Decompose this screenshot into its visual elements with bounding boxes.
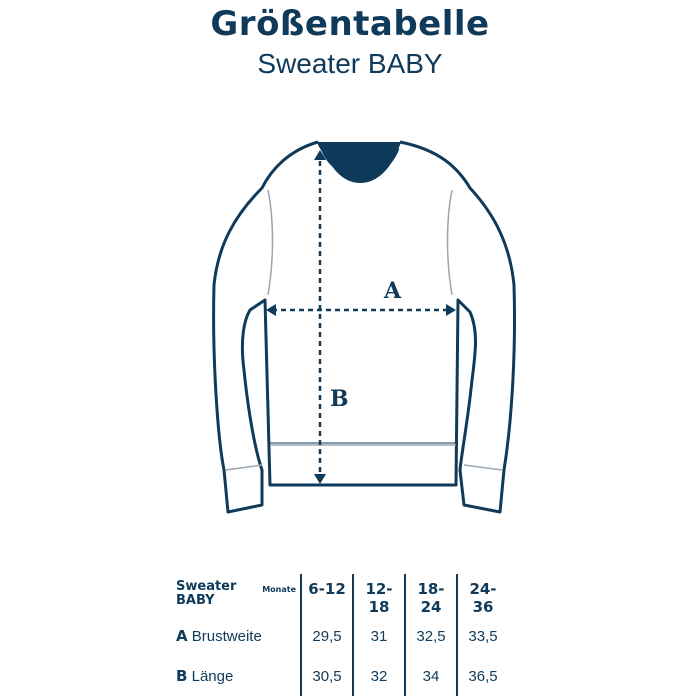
size-header: 24-36 [456, 574, 508, 616]
table-corner: Sweater BABY Monate [172, 574, 301, 616]
size-table: Sweater BABY Monate 6-12 12-18 18-24 24-3… [172, 574, 508, 696]
table-header-row: Sweater BABY Monate 6-12 12-18 18-24 24-3… [172, 574, 508, 616]
size-header: 12-18 [352, 574, 405, 616]
label-a: A [383, 278, 402, 304]
row-label-text: Brustweite [191, 628, 262, 645]
size-header: 6-12 [300, 574, 353, 616]
table-row: A Brustweite 29,5 31 32,5 33,5 [172, 616, 508, 656]
table-cell: 36,5 [456, 656, 508, 696]
row-label: A Brustweite [172, 616, 301, 656]
table-cell: 33,5 [456, 616, 508, 656]
unit-label: Monate [262, 585, 296, 594]
table-cell: 32 [352, 656, 405, 696]
row-label: B Länge [172, 656, 301, 696]
row-letter: B [176, 667, 188, 685]
page-title: Größentabelle [210, 4, 490, 44]
table-cell: 30,5 [300, 656, 353, 696]
sweater-body-outline [212, 140, 516, 514]
product-line2: BABY [176, 593, 215, 608]
table-cell: 31 [352, 616, 405, 656]
row-label-text: Länge [191, 668, 234, 685]
table-cell: 34 [404, 656, 457, 696]
row-letter: A [176, 627, 188, 645]
table-cell: 29,5 [300, 616, 353, 656]
label-b: B [330, 386, 349, 412]
table-row: B Länge 30,5 32 34 36,5 [172, 656, 508, 696]
product-line1: Sweater [176, 579, 237, 594]
table-cell: 32,5 [404, 616, 457, 656]
sweater-diagram: A B [212, 140, 516, 514]
page-subtitle: Sweater BABY [257, 48, 443, 79]
size-header: 18-24 [404, 574, 457, 616]
